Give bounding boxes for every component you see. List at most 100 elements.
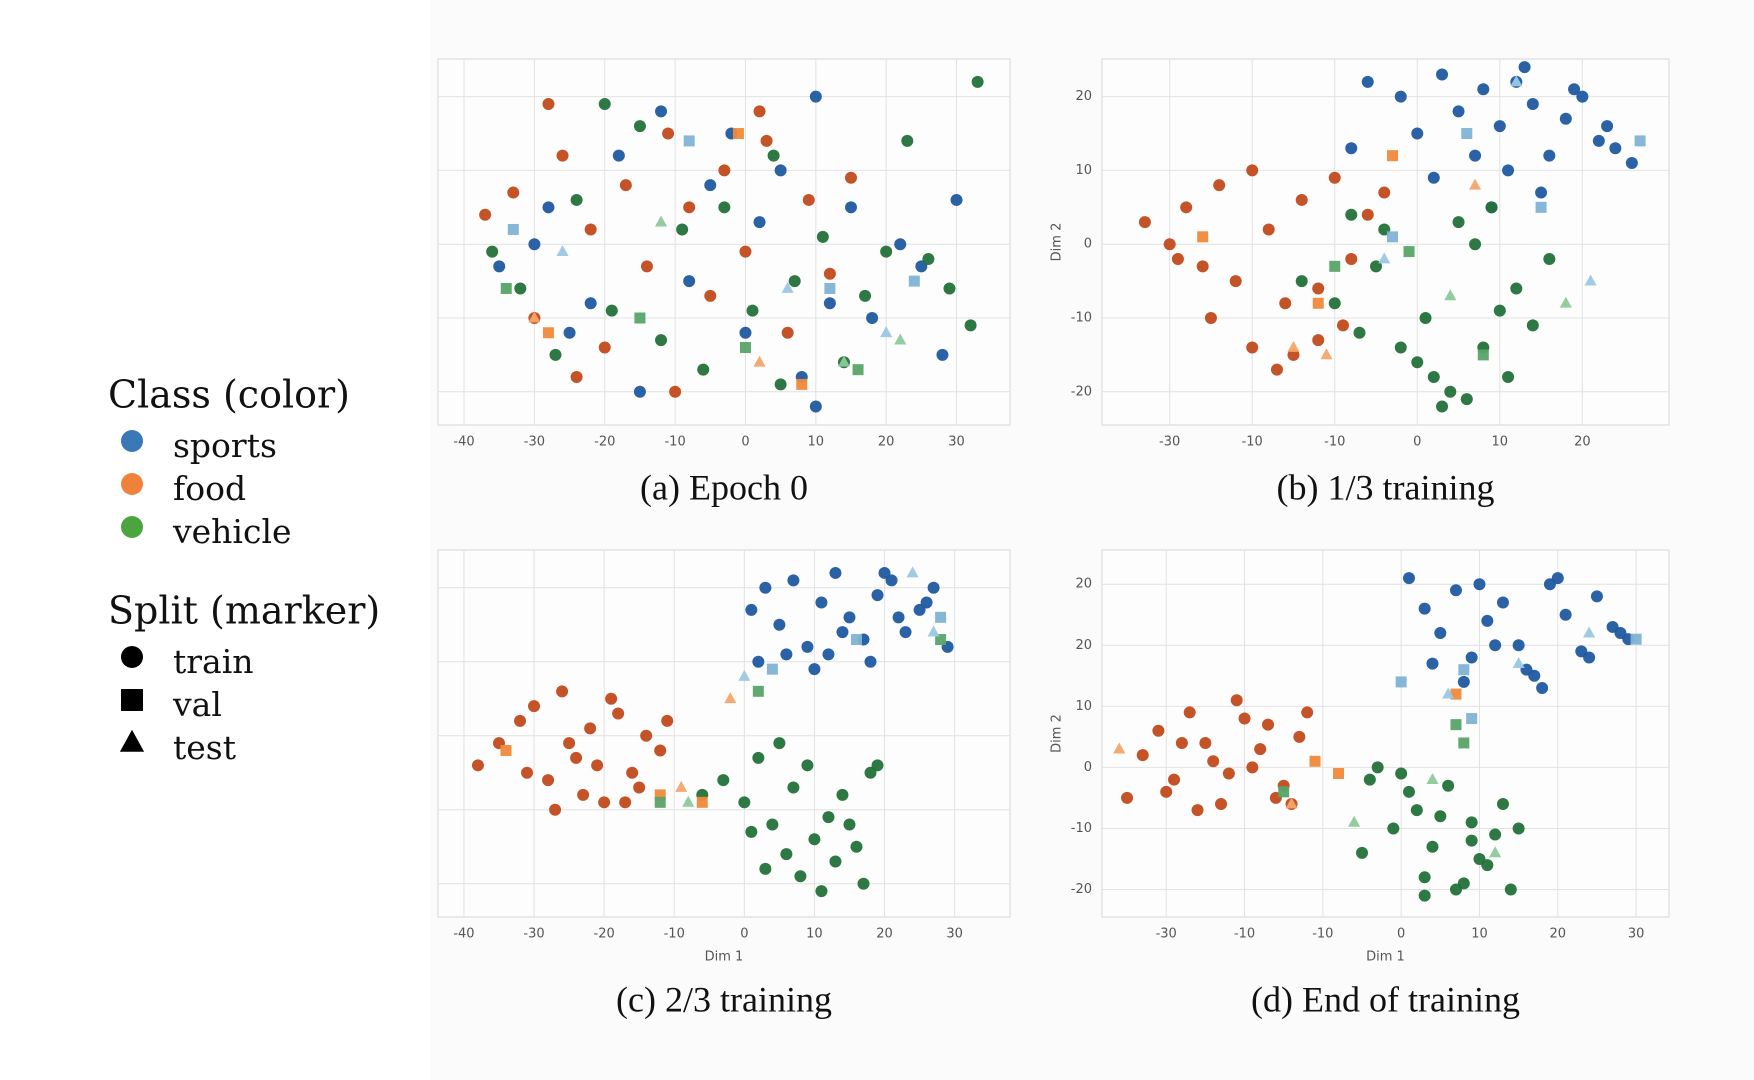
data-point — [1309, 755, 1321, 767]
data-point — [1328, 171, 1341, 184]
data-point — [1279, 297, 1292, 310]
data-point — [836, 626, 849, 639]
data-point — [584, 297, 597, 310]
data-point — [598, 796, 611, 809]
data-point — [662, 127, 675, 140]
data-point — [1512, 656, 1525, 668]
data-point — [1361, 75, 1374, 88]
data-point — [809, 400, 822, 413]
data-point — [1584, 274, 1597, 286]
y-tick-label: -10 — [1071, 821, 1092, 836]
x-tick-label: -10 — [1234, 927, 1255, 942]
y-tick-label: -20 — [1071, 882, 1092, 897]
legend-label: test — [173, 728, 236, 767]
data-point — [1426, 773, 1439, 785]
data-point — [1403, 246, 1415, 258]
data-point — [1452, 105, 1465, 118]
plot-area — [1101, 58, 1670, 426]
data-point — [739, 326, 752, 339]
data-point — [556, 685, 569, 698]
data-point — [1436, 68, 1449, 81]
legend-marker — [119, 729, 145, 752]
data-point — [1493, 304, 1506, 317]
data-point — [683, 135, 695, 147]
x-tick-label: -30 — [1159, 435, 1180, 450]
x-tick-label: -20 — [594, 435, 615, 450]
data-point — [871, 759, 884, 772]
data-point — [1418, 889, 1431, 902]
data-point — [864, 655, 877, 668]
data-point — [1270, 363, 1283, 376]
data-point — [542, 327, 554, 339]
data-point — [1387, 150, 1399, 162]
data-point — [1576, 90, 1589, 103]
data-point — [640, 260, 653, 273]
data-point — [1426, 657, 1439, 670]
data-point — [1180, 201, 1193, 214]
data-point — [704, 289, 717, 302]
data-point — [1320, 348, 1333, 360]
data-point — [866, 312, 879, 325]
x-tick-label: 20 — [1574, 435, 1591, 450]
x-axis-label: Dim 1 — [705, 950, 744, 965]
data-point — [612, 149, 625, 162]
legend-marker — [121, 516, 143, 538]
data-point — [655, 105, 668, 118]
data-point — [781, 326, 794, 339]
data-point — [549, 803, 562, 816]
data-point — [773, 737, 786, 750]
legend-label: train — [173, 642, 254, 681]
data-point — [935, 634, 947, 646]
data-point — [1295, 193, 1308, 206]
data-point — [640, 729, 653, 742]
data-point — [780, 848, 793, 861]
data-point — [1457, 877, 1470, 890]
x-tick-label: 0 — [1413, 435, 1421, 450]
data-point — [1262, 223, 1275, 236]
data-point — [598, 98, 611, 111]
data-point — [563, 326, 576, 339]
data-point — [1468, 178, 1482, 190]
data-point — [1336, 319, 1349, 332]
data-point — [908, 275, 920, 287]
data-point — [738, 796, 751, 809]
y-tick-label: -10 — [1071, 311, 1092, 326]
data-point — [823, 267, 836, 280]
data-point — [844, 201, 857, 214]
data-point — [1345, 142, 1358, 155]
data-point — [1254, 743, 1267, 756]
legend-marker — [121, 689, 143, 711]
data-point — [1510, 282, 1523, 295]
legend-title: Class (color) — [108, 373, 350, 417]
data-point — [1469, 149, 1482, 162]
data-point — [1473, 578, 1486, 591]
data-point — [634, 312, 646, 324]
data-point — [752, 685, 764, 697]
data-point — [1434, 627, 1447, 640]
data-point — [1458, 737, 1470, 749]
data-point — [654, 796, 666, 808]
data-point — [1496, 596, 1509, 609]
data-point — [1512, 822, 1525, 835]
data-point — [1168, 773, 1181, 786]
data-point — [605, 692, 618, 705]
data-point — [1590, 590, 1603, 603]
data-point — [675, 780, 688, 792]
data-point — [1345, 208, 1358, 221]
data-point — [773, 618, 786, 631]
data-point — [752, 655, 765, 668]
data-point — [871, 589, 884, 602]
data-point — [859, 289, 872, 302]
data-point — [1171, 252, 1184, 265]
data-point — [822, 648, 835, 661]
data-point — [1222, 767, 1235, 780]
data-point — [570, 371, 583, 384]
data-point — [796, 378, 808, 390]
data-point — [1543, 149, 1556, 162]
data-point — [808, 833, 821, 846]
data-point — [815, 596, 828, 609]
data-point — [1465, 834, 1478, 847]
data-point — [507, 186, 520, 199]
legend-title: Split (marker) — [108, 589, 380, 633]
